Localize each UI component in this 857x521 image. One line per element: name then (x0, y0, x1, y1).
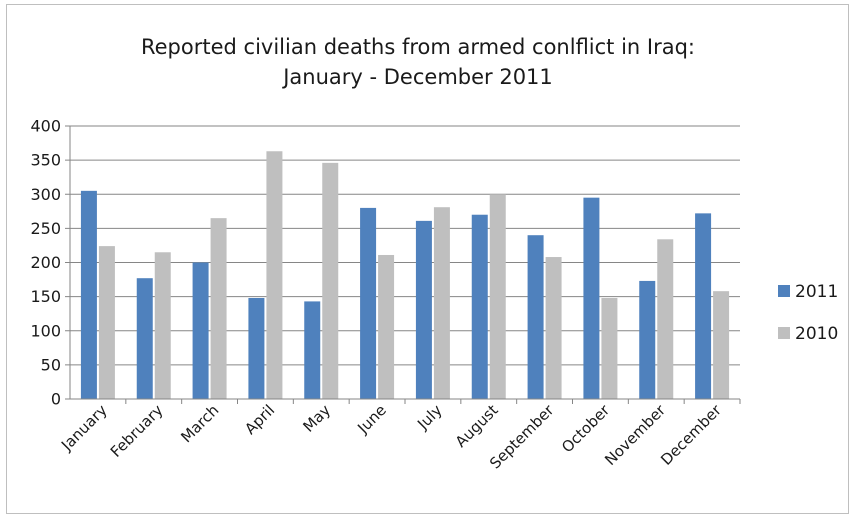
bar-2011-april (248, 297, 265, 399)
bar-2011-may (304, 301, 321, 399)
legend-swatch-2011 (778, 285, 790, 297)
y-tick-label: 150 (30, 287, 61, 306)
bar-2010-september (545, 257, 562, 399)
bar-2010-july (433, 207, 450, 399)
bar-2011-december (695, 213, 712, 399)
y-tick-label: 50 (41, 355, 61, 374)
x-category-label: March (177, 401, 222, 446)
legend-label-2011: 2011 (795, 282, 838, 302)
bar-2011-august (471, 214, 488, 399)
bar-2010-february (154, 252, 171, 399)
x-category-label: January (57, 401, 111, 455)
bar-2011-july (415, 220, 432, 399)
bar-2011-january (80, 190, 97, 399)
bar-2010-august (489, 194, 506, 399)
y-tick-label: 0 (51, 390, 61, 409)
bar-2010-may (322, 162, 339, 399)
bar-2010-november (657, 239, 674, 399)
bar-2010-december (713, 291, 730, 399)
x-category-label: December (657, 401, 725, 469)
x-category-label: April (241, 401, 278, 438)
y-tick-label: 350 (30, 151, 61, 170)
bar-2010-june (378, 254, 395, 399)
legend-swatch-2010 (778, 327, 790, 339)
y-tick-label: 200 (30, 253, 61, 272)
bar-2011-february (136, 278, 153, 399)
y-tick-label: 100 (30, 321, 61, 340)
x-category-label: October (558, 401, 614, 457)
bar-2011-november (639, 280, 656, 399)
bar-2011-june (360, 207, 377, 399)
x-category-label: June (353, 401, 390, 438)
x-category-label: July (413, 401, 446, 434)
bar-2010-april (266, 151, 283, 399)
y-tick-label: 300 (30, 185, 61, 204)
bar-2011-march (192, 262, 209, 399)
legend: 2011 2010 (778, 282, 838, 344)
y-axis-ticks: 0 50 100 150 200 250 300 350 400 (30, 117, 70, 409)
gridlines (70, 125, 740, 366)
bar-2011-october (583, 197, 600, 399)
chart-title-line-1: Reported civilian deaths from armed conl… (141, 35, 695, 59)
chart-title-line-2: January - December 2011 (281, 65, 553, 89)
y-tick-label: 250 (30, 219, 61, 238)
x-category-label: May (299, 401, 334, 436)
legend-label-2010: 2010 (795, 324, 838, 344)
x-category-label: February (107, 401, 167, 461)
x-category-label: August (452, 401, 502, 451)
bars (80, 151, 730, 399)
y-tick-label: 400 (30, 117, 61, 136)
bar-2010-october (601, 297, 618, 399)
bar-2010-march (210, 218, 227, 399)
bar-2010-january (98, 246, 115, 399)
bar-2011-september (527, 235, 544, 399)
